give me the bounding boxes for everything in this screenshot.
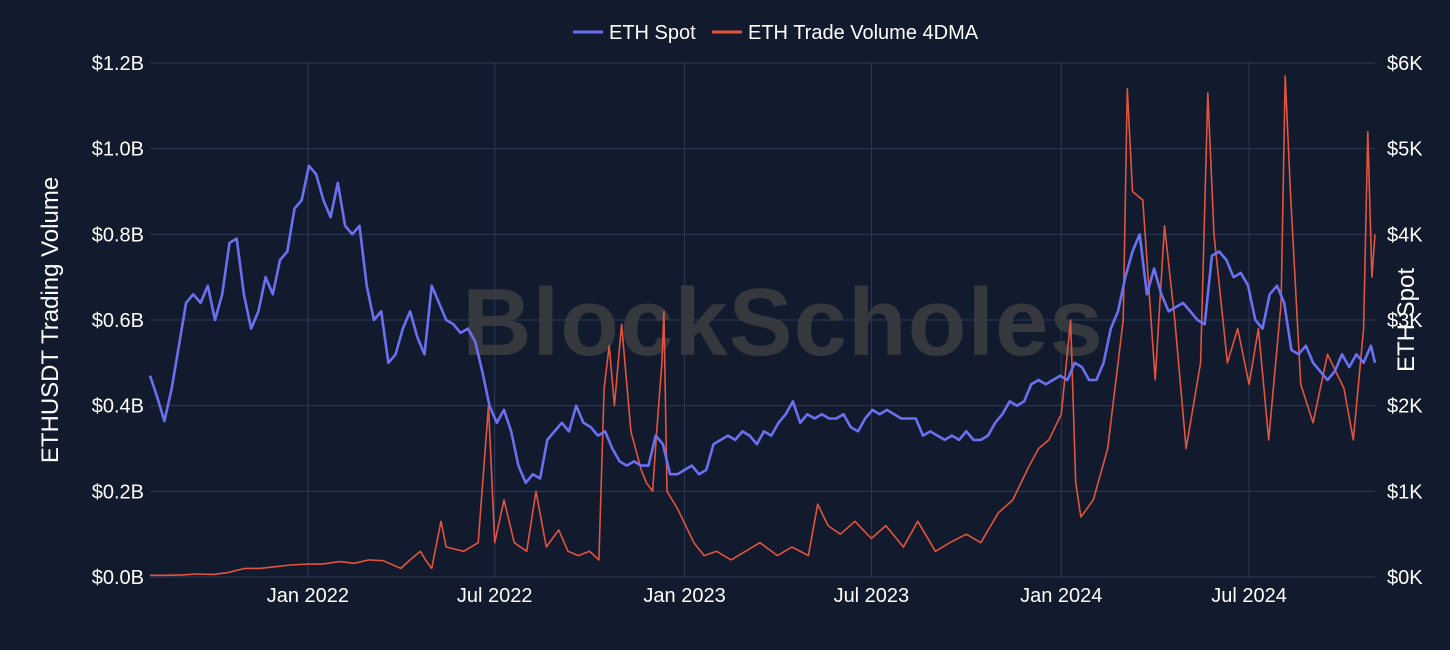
series-layer xyxy=(148,75,1377,577)
series-line-eth-volume xyxy=(150,75,1376,577)
x-tick-label: Jul 2024 xyxy=(1211,585,1287,607)
series-line-eth-spot xyxy=(148,164,1377,485)
left-tick-label: $1.0B xyxy=(92,139,144,161)
x-axis-ticks: Jan 2022 Jul 2022 Jan 2023 Jul 2023 Jan 2024… xyxy=(267,585,1287,607)
x-tick-label: Jan 2024 xyxy=(1020,585,1102,607)
legend-label-eth-volume: ETH Trade Volume 4DMA xyxy=(748,22,979,44)
left-tick-label: $0.6B xyxy=(92,310,144,332)
right-tick-label: $4K xyxy=(1387,224,1423,246)
right-tick-label: $1K xyxy=(1387,481,1423,503)
left-axis-ticks: $0.0B $0.2B $0.4B $0.6B $0.8B $1.0B $1.2B xyxy=(92,53,144,589)
right-tick-label: $5K xyxy=(1387,139,1423,161)
left-tick-label: $0.2B xyxy=(92,481,144,503)
legend: ETH Spot ETH Trade Volume 4DMA xyxy=(573,22,979,44)
x-tick-label: Jul 2023 xyxy=(834,585,910,607)
right-tick-label: $3K xyxy=(1387,310,1423,332)
legend-label-eth-spot: ETH Spot xyxy=(609,22,696,44)
legend-item-eth-spot[interactable]: ETH Spot xyxy=(573,22,696,44)
x-tick-label: Jul 2022 xyxy=(457,585,533,607)
right-tick-label: $6K xyxy=(1387,53,1423,75)
left-tick-label: $0.4B xyxy=(92,396,144,418)
left-tick-label: $0.0B xyxy=(92,567,144,589)
right-tick-label: $2K xyxy=(1387,396,1423,418)
left-tick-label: $1.2B xyxy=(92,53,144,75)
gridlines xyxy=(150,62,1375,578)
legend-item-eth-volume[interactable]: ETH Trade Volume 4DMA xyxy=(712,22,979,44)
left-axis-title: ETHUSDT Trading Volume xyxy=(37,177,64,463)
x-tick-label: Jan 2023 xyxy=(643,585,725,607)
x-tick-label: Jan 2022 xyxy=(267,585,349,607)
left-tick-label: $0.8B xyxy=(92,224,144,246)
right-axis-title: ETH Spot xyxy=(1393,268,1420,372)
right-tick-label: $0K xyxy=(1387,567,1423,589)
right-axis-ticks: $0K $1K $2K $3K $4K $5K $6K xyxy=(1387,53,1423,589)
watermark-text: BlockScholes xyxy=(462,269,1104,376)
